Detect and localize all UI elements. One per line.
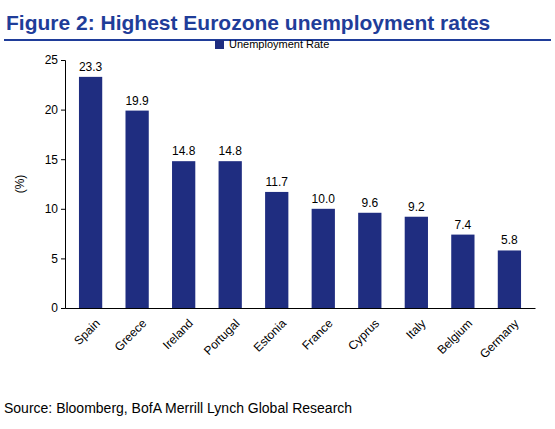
x-tick-label: Ireland	[160, 316, 196, 352]
x-tick: Greece	[112, 308, 150, 354]
x-tick-label: Cyprus	[345, 316, 382, 353]
x-tick: Italy	[403, 308, 428, 342]
y-axis-title: (%)	[13, 175, 27, 194]
bar	[358, 213, 381, 308]
data-label: 14.8	[219, 144, 243, 158]
data-label: 10.0	[312, 192, 336, 206]
y-tick-mark	[61, 110, 65, 111]
y-tick-mark	[61, 308, 65, 309]
x-tick: Germany	[477, 308, 522, 361]
data-label: 7.4	[455, 218, 472, 232]
y-tick: 25	[45, 53, 65, 67]
bars	[79, 77, 521, 308]
legend-label: Unemployment Rate	[229, 38, 329, 50]
y-tick-mark	[61, 209, 65, 210]
bar	[125, 111, 148, 308]
bar	[265, 192, 288, 308]
y-tick: 20	[45, 103, 65, 117]
x-tick-label: Estonia	[251, 316, 289, 354]
data-label: 23.3	[79, 60, 103, 74]
x-tick: France	[299, 308, 336, 353]
x-tick-label: Greece	[112, 316, 150, 354]
y-tick-mark	[61, 60, 65, 61]
bar	[405, 217, 428, 308]
y-axis-line	[61, 61, 66, 309]
y-tick-mark	[61, 159, 65, 160]
y-axis: 0 5 10 15 20 25	[45, 53, 66, 315]
y-tick-label: 15	[45, 153, 59, 167]
data-label: 11.7	[265, 175, 288, 189]
x-axis-line	[66, 308, 536, 309]
legend-swatch	[215, 40, 224, 49]
x-tick-label: Spain	[71, 316, 103, 348]
y-tick: 10	[45, 202, 65, 216]
data-label: 5.8	[501, 233, 518, 247]
y-tick-label: 0	[51, 301, 58, 315]
bar	[312, 209, 335, 308]
y-tick-mark	[61, 258, 65, 259]
bar	[79, 77, 102, 308]
x-tick-label: Italy	[403, 316, 428, 341]
x-tick: Belgium	[435, 308, 476, 357]
plot: 0 5 10 15 20 25 Spain Greece IrelandPortugalEsto…	[45, 53, 536, 361]
x-tick: Ireland	[160, 308, 196, 352]
data-label: 9.2	[408, 200, 425, 214]
legend: Unemployment Rate	[215, 38, 329, 50]
data-labels: 23.3 19.9 14.8 14.8 11.7 10.0 9.6 9.2 7.4 5.8	[79, 60, 518, 248]
data-label: 14.8	[172, 144, 196, 158]
x-tick: Portugal	[201, 308, 243, 358]
x-tick-label: Belgium	[435, 316, 476, 357]
title: Figure 2: Highest Eurozone unemployment …	[6, 11, 490, 34]
y-tick-label: 10	[45, 202, 59, 216]
y-tick-label: 25	[45, 53, 59, 67]
y-tick-label: 20	[45, 103, 59, 117]
x-tick: Spain	[71, 308, 103, 348]
bar	[451, 235, 474, 308]
y-tick: 0	[51, 301, 65, 315]
source-note: Source: Bloomberg, BofA Merrill Lynch Gl…	[4, 400, 352, 416]
x-tick-label: Germany	[477, 316, 522, 361]
x-axis: Spain Greece IrelandPortugalEstonia FranceC…	[66, 308, 536, 361]
bar	[219, 161, 242, 308]
data-label: 9.6	[361, 196, 378, 210]
x-tick: Cyprus	[345, 308, 382, 353]
y-tick-label: 5	[51, 252, 58, 266]
x-tick-label: France	[299, 316, 336, 353]
bar	[172, 161, 195, 308]
x-tick-label: Portugal	[201, 316, 243, 358]
x-tick: Estonia	[251, 308, 289, 355]
y-tick: 5	[51, 252, 65, 266]
chart: Figure 2: Highest Eurozone unemployment …	[0, 0, 555, 429]
data-label: 19.9	[125, 94, 149, 108]
bar	[498, 250, 521, 308]
y-tick: 15	[45, 153, 65, 167]
